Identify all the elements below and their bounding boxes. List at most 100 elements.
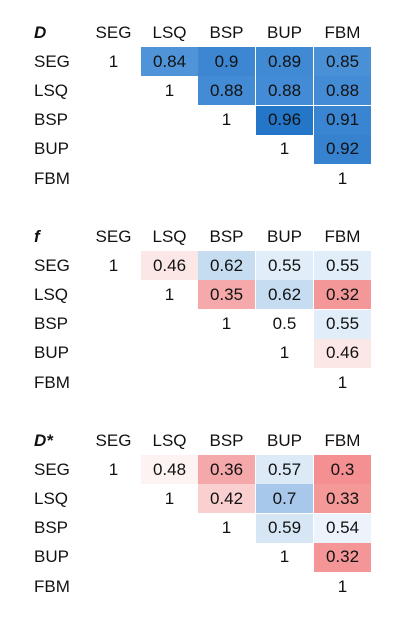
row-label-bsp: BSP: [34, 110, 69, 130]
table-cell: 1: [221, 518, 232, 538]
column-header-fbm: FBM: [324, 226, 361, 246]
table-cell: 0.57: [256, 455, 313, 485]
table-row: BSP 1 0.96 0.91: [0, 105, 400, 135]
table-cell: 0.88: [256, 76, 313, 106]
table-cell: [141, 514, 198, 543]
table-cell: 0.55: [256, 251, 313, 281]
column-header-bsp: BSP: [209, 22, 244, 42]
row-label-lsq: LSQ: [34, 80, 69, 100]
row-label-bup: BUP: [34, 547, 69, 567]
table-cell: 1: [279, 343, 290, 363]
matrix-title: D*: [34, 430, 53, 450]
table-cell: [85, 543, 142, 572]
row-label-bup: BUP: [34, 343, 69, 363]
table-cell: 1: [108, 459, 119, 479]
table-cell: [85, 514, 142, 543]
table-cell: 0.48: [141, 455, 198, 485]
matrix-title: D: [34, 22, 47, 42]
table-cell: [141, 164, 198, 193]
row-label-lsq: LSQ: [34, 284, 69, 304]
column-header-bsp: BSP: [209, 430, 244, 450]
table-cell: 1: [108, 255, 119, 275]
table-cell: 0.59: [256, 513, 313, 543]
table-row: FBM 1: [0, 368, 400, 397]
table-cell: 1: [279, 139, 290, 159]
table-cell: 0.88: [314, 76, 371, 106]
header-row: D* SEG LSQ BSP BUP FBM: [0, 426, 400, 455]
table-cell: 1: [221, 110, 232, 130]
table-cell: [85, 572, 142, 601]
column-header-bup: BUP: [267, 430, 302, 450]
table-cell: [141, 106, 198, 135]
row-label-bup: BUP: [34, 139, 69, 159]
table-row: LSQ 1 0.35 0.62 0.32: [0, 280, 400, 310]
row-label-bsp: BSP: [34, 314, 69, 334]
column-header-lsq: LSQ: [152, 430, 187, 450]
table-cell: [85, 339, 142, 368]
table-cell: [256, 368, 313, 397]
column-header-seg: SEG: [95, 430, 132, 450]
table-cell: [85, 368, 142, 397]
table-cell: 0.91: [314, 105, 371, 135]
column-header-bup: BUP: [267, 226, 302, 246]
table-row: SEG 1 0.84 0.9 0.89 0.85: [0, 47, 400, 77]
table-row: BUP 1 0.32: [0, 542, 400, 572]
table-cell: 0.46: [141, 251, 198, 281]
table-cell: 1: [164, 80, 175, 100]
table-cell: [141, 543, 198, 572]
table-cell: 0.32: [314, 542, 371, 572]
table-cell: 0.96: [256, 105, 313, 135]
table-cell: 1: [164, 284, 175, 304]
column-header-fbm: FBM: [324, 430, 361, 450]
table-cell: [141, 368, 198, 397]
table-cell: 0.55: [314, 251, 371, 281]
table-cell: 0.62: [256, 280, 313, 310]
table-cell: [256, 164, 313, 193]
row-label-fbm: FBM: [34, 372, 70, 392]
table-row: LSQ 1 0.42 0.7 0.33: [0, 484, 400, 514]
table-row: FBM 1: [0, 164, 400, 193]
table-cell: 1: [164, 488, 175, 508]
table-cell: [198, 543, 255, 572]
table-cell: [198, 164, 255, 193]
row-label-lsq: LSQ: [34, 488, 69, 508]
matrix-title: f: [34, 226, 40, 246]
table-row: BSP 1 0.59 0.54: [0, 513, 400, 543]
table-row: FBM 1: [0, 572, 400, 601]
table-cell: [198, 339, 255, 368]
table-cell: 1: [221, 314, 232, 334]
table-cell: [85, 280, 142, 309]
table-cell: 0.33: [314, 484, 371, 514]
table-row: BSP 1 0.5 0.55: [0, 309, 400, 339]
table-cell: 0.36: [198, 455, 255, 485]
table-cell: [85, 135, 142, 164]
table-cell: 0.5: [256, 309, 313, 339]
row-label-fbm: FBM: [34, 576, 70, 596]
table-cell: 1: [337, 372, 348, 392]
table-cell: 1: [337, 576, 348, 596]
table-row: BUP 1 0.92: [0, 134, 400, 164]
table-cell: 0.35: [198, 280, 255, 310]
table-cell: 0.84: [141, 47, 198, 77]
table-cell: 1: [337, 168, 348, 188]
table-cell: [141, 572, 198, 601]
table-cell: 0.89: [256, 47, 313, 77]
table-cell: 0.62: [198, 251, 255, 281]
table-cell: 0.42: [198, 484, 255, 514]
table-cell: [141, 135, 198, 164]
table-cell: 0.3: [314, 455, 371, 485]
table-cell: 0.88: [198, 76, 255, 106]
table-row: LSQ 1 0.88 0.88 0.88: [0, 76, 400, 106]
row-label-fbm: FBM: [34, 168, 70, 188]
table-cell: [85, 484, 142, 513]
row-label-seg: SEG: [34, 255, 70, 275]
column-header-bsp: BSP: [209, 226, 244, 246]
table-cell: [141, 339, 198, 368]
row-label-bsp: BSP: [34, 518, 69, 538]
table-cell: [198, 368, 255, 397]
table-cell: 1: [108, 51, 119, 71]
table-cell: 0.46: [314, 338, 371, 368]
table-cell: [85, 106, 142, 135]
table-cell: [256, 572, 313, 601]
column-header-fbm: FBM: [324, 22, 361, 42]
